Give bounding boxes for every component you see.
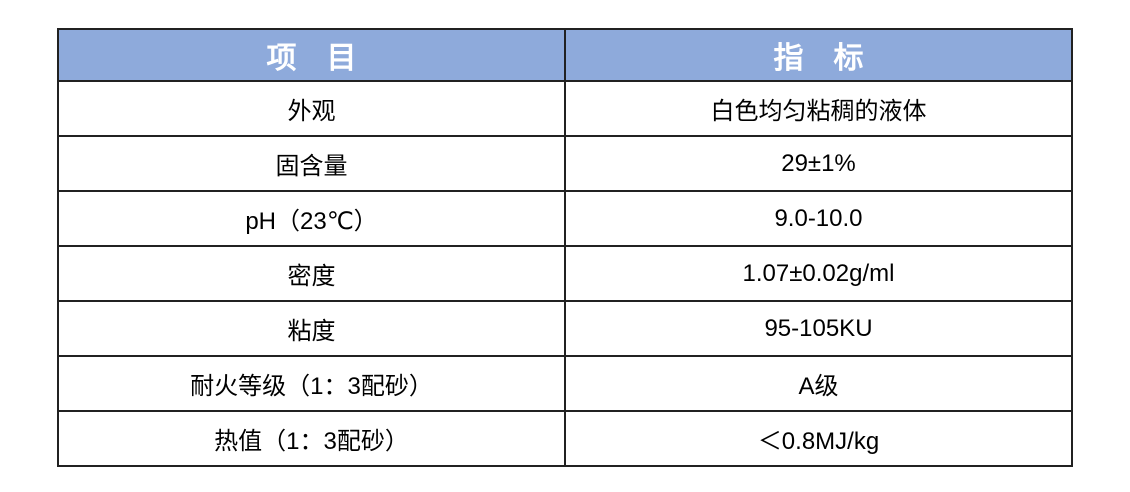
spec-table-body: 外观 白色均匀粘稠的液体 固含量 29±1% pH（23℃） 9.0-10.0 … xyxy=(57,80,1073,467)
table-row: pH（23℃） 9.0-10.0 xyxy=(57,190,1073,247)
item-cell: 耐火等级（1：3配砂） xyxy=(57,355,566,412)
item-cell: 外观 xyxy=(57,80,566,137)
item-cell: 热值（1：3配砂） xyxy=(57,410,566,467)
value-cell: 9.0-10.0 xyxy=(564,190,1073,247)
spec-table-header: 项 目 指 标 xyxy=(57,28,1073,82)
header-cell-spec: 指 标 xyxy=(564,28,1073,82)
table-row: 外观 白色均匀粘稠的液体 xyxy=(57,80,1073,137)
item-cell: pH（23℃） xyxy=(57,190,566,247)
item-cell: 密度 xyxy=(57,245,566,302)
table-row: 热值（1：3配砂） ＜0.8MJ/kg xyxy=(57,410,1073,467)
table-row: 耐火等级（1：3配砂） A级 xyxy=(57,355,1073,412)
item-cell: 粘度 xyxy=(57,300,566,357)
table-row: 固含量 29±1% xyxy=(57,135,1073,192)
header-cell-item: 项 目 xyxy=(57,28,566,82)
value-cell: ＜0.8MJ/kg xyxy=(564,410,1073,467)
item-cell: 固含量 xyxy=(57,135,566,192)
value-cell: 1.07±0.02g/ml xyxy=(564,245,1073,302)
value-cell: 95-105KU xyxy=(564,300,1073,357)
value-cell: 29±1% xyxy=(564,135,1073,192)
value-cell: 白色均匀粘稠的液体 xyxy=(564,80,1073,137)
table-row: 密度 1.07±0.02g/ml xyxy=(57,245,1073,302)
header-row: 项 目 指 标 xyxy=(57,28,1073,82)
value-cell: A级 xyxy=(564,355,1073,412)
table-row: 粘度 95-105KU xyxy=(57,300,1073,357)
spec-table: 项 目 指 标 外观 白色均匀粘稠的液体 固含量 29±1% pH（23℃） 9… xyxy=(57,28,1073,467)
